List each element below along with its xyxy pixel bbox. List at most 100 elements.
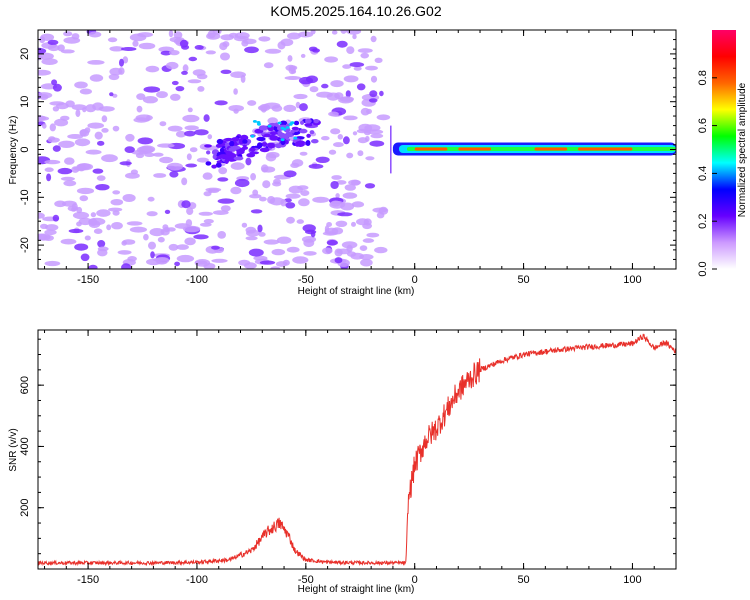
noise-blob — [350, 179, 361, 186]
noise-blob — [259, 260, 276, 265]
noise-blob — [117, 250, 132, 255]
structure-blob — [215, 162, 222, 168]
noise-blob — [136, 105, 143, 113]
noise-blob — [147, 196, 155, 202]
noise-blob — [193, 234, 209, 240]
noise-blob — [97, 248, 108, 257]
noise-blob — [143, 233, 149, 241]
noise-blob — [159, 121, 167, 127]
noise-blob — [218, 167, 228, 175]
y-tick-label: 600 — [19, 376, 31, 394]
noise-blob — [107, 37, 118, 43]
snr-frame — [37, 329, 677, 570]
noise-blob — [170, 93, 181, 101]
noise-blob — [57, 44, 65, 52]
noise-blob — [259, 103, 271, 112]
noise-blob — [84, 235, 91, 241]
noise-blob — [234, 178, 250, 188]
noise-blob — [47, 137, 60, 143]
colorbar-tick-label: 0.4 — [697, 166, 709, 181]
noise-blob — [211, 258, 228, 263]
noise-blob — [49, 123, 56, 132]
noise-blob — [45, 224, 59, 231]
noise-blob — [125, 133, 135, 142]
noise-blob — [192, 69, 206, 76]
structure-blob — [249, 151, 260, 155]
noise-blob — [360, 107, 370, 116]
noise-blob — [124, 146, 135, 154]
structure-highlight — [256, 121, 261, 124]
noise-blob — [263, 239, 280, 245]
noise-blob — [299, 151, 308, 156]
structure-blob — [261, 142, 268, 147]
noise-blob — [60, 176, 75, 181]
noise-blob — [250, 209, 263, 214]
noise-blob — [280, 199, 287, 207]
noise-blob — [121, 263, 132, 269]
noise-blob — [306, 75, 318, 84]
noise-blob — [310, 30, 316, 35]
noise-blob — [174, 261, 181, 267]
noise-blob — [138, 42, 156, 50]
noise-blob — [171, 80, 179, 86]
noise-blob — [324, 56, 338, 63]
noise-blob — [38, 212, 45, 219]
noise-blob — [341, 241, 358, 249]
noise-blob — [290, 162, 300, 168]
noise-blob — [242, 38, 257, 45]
noise-blob — [230, 162, 245, 170]
noise-blob — [360, 52, 370, 59]
noise-blob — [112, 190, 121, 195]
y-tick-label: 10 — [19, 96, 31, 108]
noise-blob — [74, 81, 88, 89]
x-tick-label: -50 — [298, 574, 314, 586]
noise-blob — [203, 219, 214, 224]
noise-blob — [179, 39, 189, 48]
noise-blob — [75, 109, 81, 117]
structure-blob — [306, 133, 311, 138]
noise-blob — [273, 178, 281, 185]
noise-blob — [370, 133, 384, 139]
noise-blob — [220, 52, 230, 61]
noise-blob — [112, 125, 120, 132]
structure-blob — [309, 130, 315, 135]
noise-blob — [374, 246, 388, 254]
noise-blob — [299, 103, 308, 112]
noise-blob — [364, 183, 376, 189]
noise-blob — [339, 96, 354, 102]
noise-blob — [196, 157, 209, 163]
noise-blob — [158, 46, 175, 53]
noise-blob — [152, 152, 164, 157]
noise-blob — [87, 122, 104, 129]
x-tick-label: -50 — [298, 274, 314, 286]
noise-blob — [194, 129, 209, 136]
noise-blob — [76, 163, 94, 171]
noise-blob — [222, 41, 230, 48]
structure-blob — [259, 147, 270, 153]
noise-blob — [250, 173, 256, 181]
noise-blob — [249, 194, 262, 199]
noise-blob — [228, 32, 239, 38]
noise-blob — [342, 64, 352, 69]
noise-blob — [135, 152, 145, 159]
noise-blob — [283, 104, 297, 112]
noise-blob — [346, 251, 357, 257]
noise-blob — [57, 167, 73, 175]
structure-blob — [211, 164, 217, 169]
noise-blob — [321, 83, 329, 89]
y-axis-label: SNR (v/v) — [8, 428, 19, 471]
x-tick-label: -100 — [186, 274, 208, 286]
x-axis-label: Height of straight line (km) — [298, 286, 415, 297]
noise-blob — [282, 259, 290, 266]
noise-blob — [84, 127, 91, 134]
noise-blob — [259, 196, 267, 202]
noise-blob — [199, 222, 212, 227]
structure-blob — [280, 139, 286, 146]
noise-blob — [52, 145, 61, 152]
structure-blob — [224, 159, 229, 164]
noise-blob — [139, 145, 156, 153]
noise-blob — [42, 123, 47, 129]
noise-blob — [245, 236, 258, 241]
noise-blob — [148, 241, 156, 250]
